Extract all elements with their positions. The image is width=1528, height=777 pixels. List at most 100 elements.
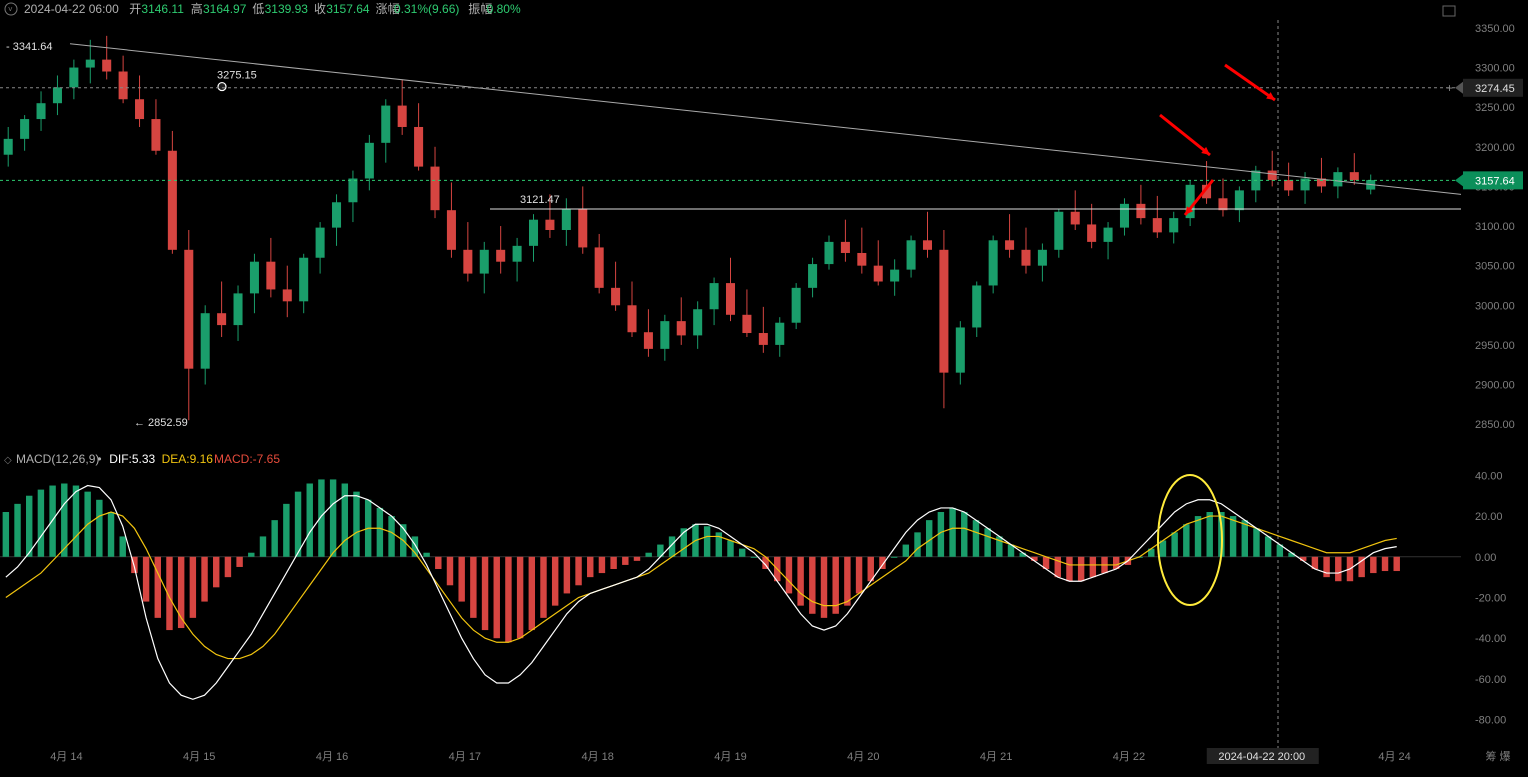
trendline[interactable] [70,44,1461,195]
macd-bar [1195,516,1201,557]
price-tick: 3300.00 [1475,63,1515,75]
macd-bar [949,508,955,557]
candle-body [69,68,78,88]
range-high-label: - 3341.64 [6,41,52,53]
trendline-handle[interactable] [218,83,226,91]
time-tick: 4月 19 [714,751,746,763]
macd-bar [914,532,920,556]
macd-tick: -40.00 [1475,633,1506,645]
macd-panel[interactable] [0,475,1461,699]
candle-body [513,246,522,262]
candle-body [562,209,571,230]
last-price-label: 3157.64 [1475,175,1515,187]
macd-bar [494,557,500,638]
macd-bar [704,526,710,557]
time-tick: 4月 15 [183,751,215,763]
macd-bar [1230,516,1236,557]
macd-bar [458,557,464,602]
candle-body [710,283,719,309]
candle-body [529,220,538,246]
macd-bar [1160,541,1166,557]
macd-tick: 40.00 [1475,470,1503,482]
macd-bar [330,479,336,556]
time-tick: 4月 14 [50,751,82,763]
header-field: 高 [191,1,203,16]
price-tick: 3200.00 [1475,142,1515,154]
candle-body [824,242,833,264]
candle-body [644,332,653,349]
header-field: 0.31%(9.66) [394,2,459,16]
macd-bar [1242,520,1248,557]
macd-bar [248,553,254,557]
candle-body [726,283,735,315]
candle-body [627,305,636,332]
candle-body [660,321,669,349]
header-field: 3157.64 [326,2,370,16]
macd-bar [844,557,850,606]
macd-bar [1382,557,1388,571]
annotation-arrow [1225,65,1275,100]
candle-body [1333,172,1342,186]
candle-body [841,242,850,253]
price-tick: 3250.00 [1475,102,1515,114]
price-chart[interactable]: 3275.153121.472852.59← [0,20,1461,750]
price-tick: 3350.00 [1475,23,1515,35]
fullscreen-icon[interactable] [1443,6,1455,16]
price-tick: 2850.00 [1475,419,1515,431]
candle-body [102,60,111,72]
chevron-down-icon[interactable]: ˅ [8,5,13,14]
candle-body [37,103,46,119]
macd-bar [1253,528,1259,557]
header-field: 低 [252,2,264,16]
low-marker-label: 2852.59 [148,417,188,429]
macd-tick: -60.00 [1475,674,1506,686]
crosshair-plus-icon: + [1446,81,1453,95]
candle-body [939,250,948,373]
macd-bar [307,484,313,557]
macd-bar [575,557,581,586]
candle-body [923,240,932,250]
time-tick: 4月 16 [316,751,348,763]
candle-body [168,151,177,250]
last-price-arrow [1455,174,1463,186]
macd-bar [622,557,628,565]
candle-body [184,250,193,369]
macd-bar [108,512,114,557]
macd-bar [1066,557,1072,581]
macd-bar [634,557,640,561]
macd-bar [26,496,32,557]
macd-bar [645,553,651,557]
macd-bar [388,516,394,557]
time-axis: 4月 144月 154月 164月 174月 184月 194月 204月 21… [50,748,1510,764]
candle-body [151,119,160,151]
candle-body [299,258,308,302]
macd-bar [821,557,827,618]
candle-body [1054,212,1063,250]
candle-body [1104,228,1113,242]
price-tick: 3050.00 [1475,261,1515,273]
candle-body [972,285,981,327]
macd-bar [891,557,897,558]
macd-bar [1206,512,1212,557]
candle-body [365,143,374,179]
header-field: 3146.11 [141,2,184,16]
candle-body [266,262,275,290]
candle-body [1021,250,1030,266]
indicator-settings-icon[interactable]: ◇ [4,455,12,466]
macd-bar [984,528,990,557]
macd-bar [213,557,219,588]
macd-bar [1323,557,1329,577]
candle-body [578,209,587,248]
candle-body [874,266,883,282]
macd-tick: -20.00 [1475,593,1506,605]
macd-bar [3,512,9,557]
macd-bar [155,557,161,618]
candle-body [1136,204,1145,218]
macd-bar [587,557,593,577]
time-highlight-label: 2024-04-22 20:00 [1218,751,1305,763]
candle-body [1005,240,1014,250]
macd-header-field: MACD:-7.65 [214,452,280,466]
candle-body [742,315,751,333]
macd-bar [377,508,383,557]
macd-bar [599,557,605,573]
